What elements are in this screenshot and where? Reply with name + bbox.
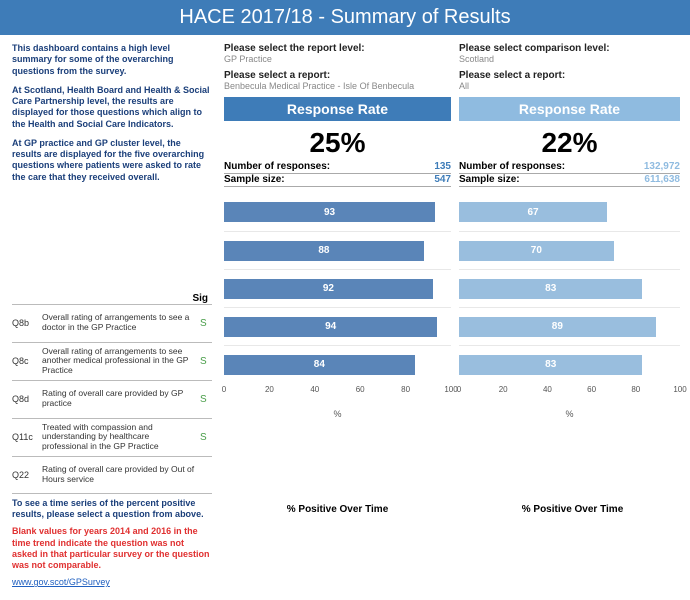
- question-row[interactable]: Q8bOverall rating of arrangements to see…: [12, 304, 212, 342]
- page-title: HACE 2017/18 - Summary of Results: [179, 6, 510, 28]
- main-content: This dashboard contains a high level sum…: [0, 35, 690, 494]
- response-rate-banner-comparison: Response Rate: [459, 97, 680, 121]
- sample-size-comparison: 611,638: [644, 174, 680, 185]
- primary-panel: Please select the report level: GP Pract…: [220, 35, 455, 494]
- question-code: Q22: [12, 470, 42, 480]
- axis-tick: 80: [401, 385, 410, 394]
- bar-fill: 84: [224, 355, 415, 375]
- axis-tick: 40: [310, 385, 319, 394]
- axis-tick: 40: [543, 385, 552, 394]
- page-title-banner: HACE 2017/18 - Summary of Results: [0, 0, 690, 35]
- comparison-axis-label: %: [459, 409, 680, 419]
- axis-tick: 0: [457, 385, 461, 394]
- bar-row: 89: [459, 307, 680, 345]
- time-label-comparison: % Positive Over Time: [461, 504, 684, 515]
- sample-size-label-primary: Sample size:: [224, 174, 285, 185]
- question-code: Q8d: [12, 394, 42, 404]
- axis-tick: 0: [222, 385, 226, 394]
- question-row[interactable]: Q8cOverall rating of arrangements to see…: [12, 342, 212, 380]
- bar-row: 67: [459, 193, 680, 231]
- response-rate-comparison: 22%: [459, 121, 680, 161]
- question-code: Q11c: [12, 432, 42, 442]
- bar-fill: 93: [224, 202, 435, 222]
- footer-left: To see a time series of the percent posi…: [0, 494, 220, 599]
- question-text: Rating of overall care provided by GP pr…: [42, 389, 200, 409]
- comparison-axis: 020406080100: [459, 385, 680, 409]
- bar-row: 83: [459, 269, 680, 307]
- bar-row: 94: [224, 307, 451, 345]
- response-rate-primary: 25%: [224, 121, 451, 161]
- intro-para-2: At Scotland, Health Board and Health & S…: [12, 85, 212, 130]
- bar-row: 93: [224, 193, 451, 231]
- question-code: Q8b: [12, 318, 42, 328]
- primary-axis: 020406080100: [224, 385, 451, 409]
- question-text: Overall rating of arrangements to see a …: [42, 313, 200, 333]
- question-row[interactable]: Q8dRating of overall care provided by GP…: [12, 380, 212, 418]
- bar-row: 83: [459, 345, 680, 383]
- response-rate-banner-primary: Response Rate: [224, 97, 451, 121]
- sample-size-label-comparison: Sample size:: [459, 174, 520, 185]
- question-text: Overall rating of arrangements to see an…: [42, 347, 200, 376]
- question-sig: S: [200, 432, 212, 443]
- axis-tick: 100: [444, 385, 457, 394]
- question-sig: S: [200, 318, 212, 329]
- comparison-level-label: Please select comparison level:: [459, 43, 680, 54]
- num-responses-label-primary: Number of responses:: [224, 161, 330, 172]
- question-list: Q8bOverall rating of arrangements to see…: [12, 304, 212, 494]
- bar-fill: 94: [224, 317, 437, 337]
- bar-fill: 67: [459, 202, 607, 222]
- num-responses-label-comparison: Number of responses:: [459, 161, 565, 172]
- footer-row: To see a time series of the percent posi…: [0, 494, 690, 599]
- primary-bars: 93 88 92 94 84: [224, 193, 451, 383]
- intro-para-1: This dashboard contains a high level sum…: [12, 43, 212, 77]
- time-label-comparison-wrap: % Positive Over Time: [455, 494, 690, 599]
- bar-fill: 83: [459, 355, 642, 375]
- question-sig: S: [200, 356, 212, 367]
- footer-note: To see a time series of the percent posi…: [12, 498, 212, 521]
- bar-row: 70: [459, 231, 680, 269]
- comparison-panel: Please select comparison level: Scotland…: [455, 35, 690, 494]
- comparison-level-value[interactable]: Scotland: [459, 54, 680, 64]
- bar-fill: 89: [459, 317, 656, 337]
- question-sig: S: [200, 394, 212, 405]
- question-text: Rating of overall care provided by Out o…: [42, 465, 200, 485]
- intro-column: This dashboard contains a high level sum…: [0, 35, 220, 494]
- question-text: Treated with compassion and understandin…: [42, 423, 200, 452]
- primary-axis-label: %: [224, 409, 451, 419]
- bar-row: 92: [224, 269, 451, 307]
- num-responses-primary: 135: [434, 161, 451, 172]
- axis-tick: 60: [356, 385, 365, 394]
- time-label-primary-wrap: % Positive Over Time: [220, 494, 455, 599]
- axis-tick: 80: [631, 385, 640, 394]
- report-value-comparison[interactable]: All: [459, 81, 680, 91]
- time-label-primary: % Positive Over Time: [226, 504, 449, 515]
- bar-fill: 88: [224, 241, 424, 261]
- question-code: Q8c: [12, 356, 42, 366]
- footer-link[interactable]: www.gov.scot/GPSurvey: [12, 577, 110, 587]
- axis-tick: 60: [587, 385, 596, 394]
- axis-tick: 100: [673, 385, 686, 394]
- axis-tick: 20: [265, 385, 274, 394]
- report-label-comparison: Please select a report:: [459, 70, 680, 81]
- report-level-value[interactable]: GP Practice: [224, 54, 451, 64]
- report-value-primary[interactable]: Benbecula Medical Practice - Isle Of Ben…: [224, 81, 451, 91]
- intro-para-3: At GP practice and GP cluster level, the…: [12, 138, 212, 183]
- report-level-label: Please select the report level:: [224, 43, 451, 54]
- sig-column-header: Sig: [12, 293, 212, 304]
- footer-warning: Blank values for years 2014 and 2016 in …: [12, 526, 212, 571]
- question-row[interactable]: Q22Rating of overall care provided by Ou…: [12, 456, 212, 494]
- report-label-primary: Please select a report:: [224, 70, 451, 81]
- bar-row: 84: [224, 345, 451, 383]
- axis-tick: 20: [499, 385, 508, 394]
- bar-row: 88: [224, 231, 451, 269]
- comparison-bars: 67 70 83 89 83: [459, 193, 680, 383]
- bar-fill: 83: [459, 279, 642, 299]
- bar-fill: 92: [224, 279, 433, 299]
- sample-size-primary: 547: [434, 174, 451, 185]
- bar-fill: 70: [459, 241, 614, 261]
- question-row[interactable]: Q11cTreated with compassion and understa…: [12, 418, 212, 456]
- num-responses-comparison: 132,972: [644, 161, 680, 172]
